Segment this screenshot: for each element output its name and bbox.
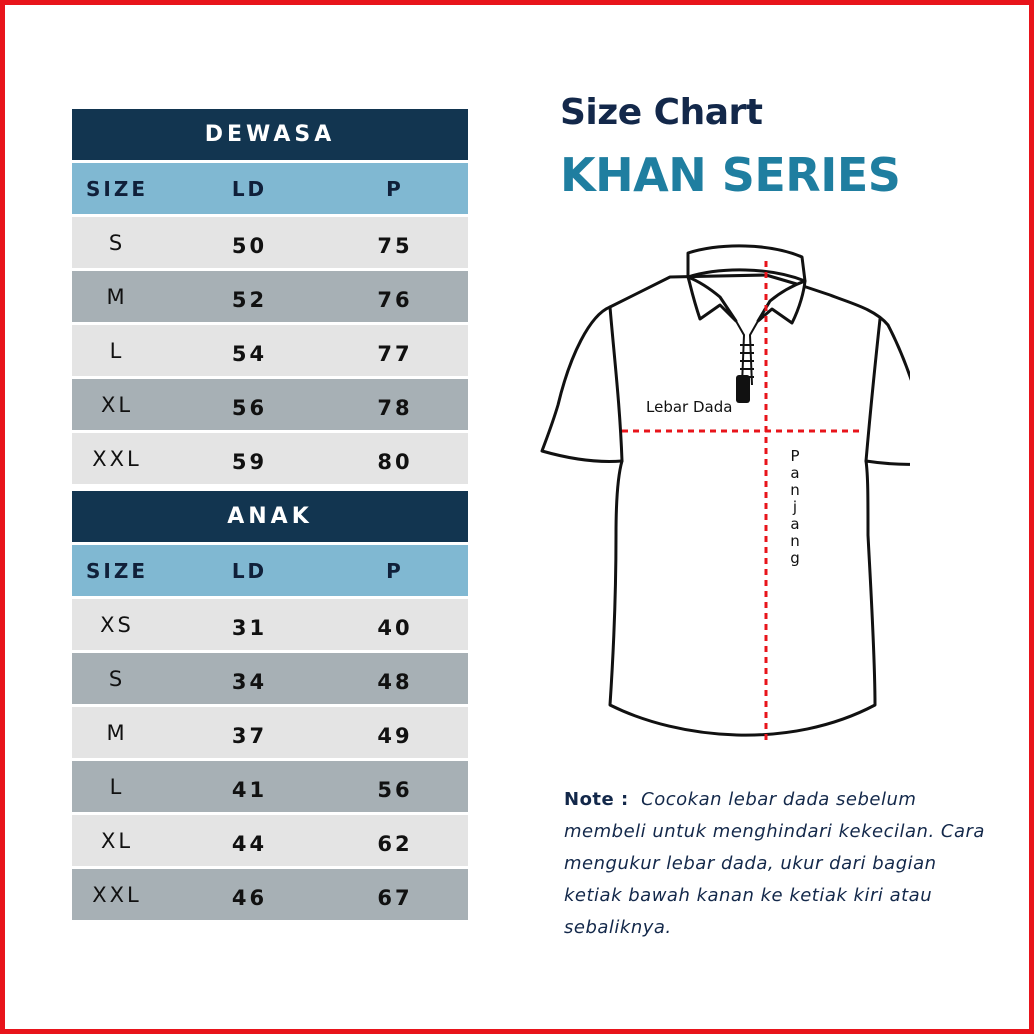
- size-cell: S: [108, 230, 126, 255]
- series-title: KHAN SERIES: [560, 148, 901, 202]
- column-ld: LD: [231, 558, 268, 583]
- table-row: L 54 77: [72, 325, 468, 376]
- adult-size-table: DEWASA SIZE LD P S 50 75 M 52 76 L 54 77 XL 56 78 XX…: [72, 109, 468, 487]
- size-cell: L: [109, 774, 125, 799]
- table-row: M 52 76: [72, 271, 468, 322]
- p-cell: 49: [377, 723, 413, 748]
- size-cell: S: [108, 666, 126, 691]
- ld-cell: 56: [231, 395, 268, 420]
- p-cell: 77: [377, 341, 413, 366]
- size-cell: M: [106, 284, 128, 309]
- p-cell: 78: [377, 395, 413, 420]
- table-row: L 41 56: [72, 761, 468, 812]
- ld-cell: 59: [231, 449, 268, 474]
- column-size: SIZE: [85, 176, 148, 201]
- adult-rows: S 50 75 M 52 76 L 54 77 XL 56 78 XXL 59 80: [72, 217, 468, 484]
- size-cell: XXL: [92, 882, 142, 907]
- p-cell: 40: [377, 615, 413, 640]
- adult-table-title: DEWASA: [72, 109, 468, 160]
- ld-cell: 46: [231, 885, 268, 910]
- ld-cell: 44: [231, 831, 268, 856]
- p-cell: 56: [377, 777, 413, 802]
- column-p: P: [386, 176, 404, 201]
- p-cell: 80: [377, 449, 413, 474]
- p-cell: 67: [377, 885, 413, 910]
- size-cell: M: [106, 720, 128, 745]
- page-title: Size Chart: [560, 92, 763, 133]
- shirt-icon: [540, 244, 910, 743]
- p-cell: 62: [377, 831, 413, 856]
- ld-cell: 41: [231, 777, 268, 802]
- p-cell: 76: [377, 287, 413, 312]
- kids-table-title: ANAK: [72, 491, 468, 542]
- column-p: P: [386, 558, 404, 583]
- note-label: Note :: [564, 789, 629, 810]
- p-cell: 48: [377, 669, 413, 694]
- note-text: Cocokan lebar dada sebelum membeli untuk…: [564, 789, 985, 938]
- kids-size-table: ANAK SIZE LD P XS 31 40 S 34 48 M 37 49 L 41 56 XL 44…: [72, 491, 468, 923]
- ld-cell: 31: [231, 615, 268, 640]
- table-row: XL 56 78: [72, 379, 468, 430]
- ld-cell: 34: [231, 669, 268, 694]
- table-row: M 37 49: [72, 707, 468, 758]
- adult-column-header: SIZE LD P: [72, 163, 468, 214]
- size-cell: XS: [100, 612, 134, 637]
- column-size: SIZE: [85, 558, 148, 583]
- ld-cell: 37: [231, 723, 268, 748]
- chest-label: Lebar Dada: [646, 398, 733, 416]
- note: Note : Cocokan lebar dada sebelum membel…: [564, 784, 994, 944]
- size-cell: XL: [100, 828, 134, 853]
- table-row: XXL 59 80: [72, 433, 468, 484]
- ld-cell: 50: [231, 233, 268, 258]
- size-cell: XL: [100, 392, 134, 417]
- size-cell: XXL: [92, 446, 142, 471]
- kids-column-header: SIZE LD P: [72, 545, 468, 596]
- table-row: S 34 48: [72, 653, 468, 704]
- table-row: XL 44 62: [72, 815, 468, 866]
- size-cell: L: [109, 338, 125, 363]
- column-ld: LD: [231, 176, 268, 201]
- table-row: XS 31 40: [72, 599, 468, 650]
- table-row: S 50 75: [72, 217, 468, 268]
- p-cell: 75: [377, 233, 413, 258]
- ld-cell: 54: [231, 341, 268, 366]
- table-row: XXL 46 67: [72, 869, 468, 920]
- ld-cell: 52: [231, 287, 268, 312]
- kids-rows: XS 31 40 S 34 48 M 37 49 L 41 56 XL 44 62 XXL 46 67: [72, 599, 468, 920]
